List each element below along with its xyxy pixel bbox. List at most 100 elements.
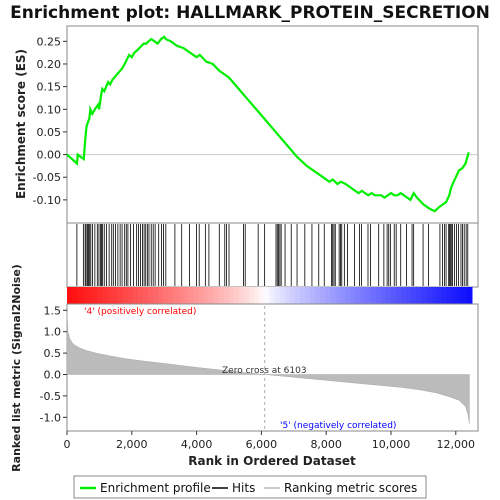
hits-panel: [66, 222, 479, 288]
es-y-axis-label: Enrichment score (ES): [14, 49, 28, 199]
heatmap-cell: [234, 287, 240, 304]
ranking-metric-area: [66, 312, 470, 424]
enrichment-profile-line: [66, 35, 470, 213]
heatmap-cell: [77, 287, 83, 304]
heatmap-cell: [87, 287, 93, 304]
heatmap-cell: [289, 287, 296, 304]
heatmap-cell: [72, 287, 78, 304]
heatmap-cell: [208, 287, 215, 304]
legend-metric-label: Ranking metric scores: [284, 481, 417, 495]
heatmap-cell: [320, 287, 326, 304]
x-tick-label: 6,000: [246, 438, 278, 451]
heatmap-cell: [112, 287, 119, 304]
heatmap-cell: [92, 287, 98, 304]
heatmap-cell: [158, 287, 164, 304]
heatmap-cell: [350, 287, 357, 304]
heatmap-cell: [310, 287, 316, 304]
heatmap-cell: [203, 287, 210, 304]
heatmap-cell: [67, 287, 73, 304]
heatmap-cell: [264, 287, 270, 304]
metric-y-tick-label: 0.5: [44, 347, 62, 360]
heatmap-cell: [340, 287, 346, 304]
heatmap-cell: [315, 287, 321, 304]
heatmap-cell: [284, 287, 291, 304]
heatmap-cell: [416, 287, 422, 304]
heatmap-cell: [183, 287, 189, 304]
heatmap-cell: [335, 287, 341, 304]
heatmap-cell: [431, 287, 438, 304]
x-tick-label: 10,000: [372, 438, 411, 451]
heatmap-cell: [299, 287, 306, 304]
heatmap-cell: [365, 287, 372, 304]
x-tick-label: 2,000: [116, 438, 148, 451]
hits-frame: [66, 222, 479, 288]
hit-marks: [76, 224, 469, 286]
heatmap-cell: [107, 287, 114, 304]
heatmap-cell: [360, 287, 367, 304]
es-y-tick-label: 0.10: [37, 103, 62, 116]
legend: Enrichment profile Hits Ranking metric s…: [73, 475, 427, 499]
heatmap-cell: [391, 287, 397, 304]
negative-correlation-label: '5' (negatively correlated): [280, 421, 396, 431]
heatmap-cell: [254, 287, 260, 304]
heatmap-cell: [259, 287, 265, 304]
es-panel: -0.10 -0.05 0.00 0.05 0.10 0.15 0.20 0.25 Enric…: [14, 25, 479, 224]
heatmap-cell: [218, 287, 225, 304]
chart-title: Enrichment plot: HALLMARK_PROTEIN_SECRET…: [10, 3, 490, 23]
heatmap-cell: [229, 287, 235, 304]
heatmap-cell: [466, 287, 473, 304]
heatmap-cell: [117, 287, 124, 304]
x-tick-label: 12,000: [437, 438, 476, 451]
heatmap-cell: [142, 287, 149, 304]
heatmap-cell: [411, 287, 417, 304]
legend-hits-label: Hits: [232, 481, 255, 495]
heatmap-cell: [401, 287, 407, 304]
heatmap-cell: [97, 287, 103, 304]
heatmap-cell: [294, 287, 301, 304]
heatmap-cell: [456, 287, 463, 304]
heatmap-cell: [370, 287, 377, 304]
zero-cross-label: Zero cross at 6103: [222, 366, 307, 376]
heatmap-cell: [122, 287, 129, 304]
heatmap-cell: [279, 287, 286, 304]
heatmap-cell: [461, 287, 468, 304]
es-y-tick-label: 0.05: [37, 126, 62, 139]
metric-y-tick-label: 0.0: [44, 368, 62, 381]
heatmap-cell: [385, 287, 392, 304]
heatmap-cell: [451, 287, 458, 304]
metric-y-tick-label: 1.0: [44, 326, 62, 339]
heatmap-cell: [223, 287, 230, 304]
heatmap-cell: [213, 287, 220, 304]
heatmap-cell: [345, 287, 351, 304]
heatmap-cell: [436, 287, 443, 304]
metric-y-ticks: -1.0 -0.5 0.0 0.5 1.0 1.5: [40, 304, 67, 424]
heatmap-cell: [168, 287, 174, 304]
heatmap-cell: [188, 287, 195, 304]
heatmap-cell: [325, 287, 331, 304]
x-axis-label: Rank in Ordered Dataset: [188, 454, 356, 468]
heatmap-cell: [375, 287, 382, 304]
heatmap-cell: [426, 287, 432, 304]
heatmap-cell: [193, 287, 200, 304]
heatmap-cell: [137, 287, 144, 304]
rank-heatmap-bar: [67, 287, 473, 304]
es-y-ticks: -0.10 -0.05 0.00 0.05 0.10 0.15 0.20 0.25: [33, 35, 67, 207]
heatmap-cell: [421, 287, 427, 304]
heatmap-cell: [396, 287, 402, 304]
heatmap-cell: [355, 287, 362, 304]
heatmap-cell: [102, 287, 108, 304]
heatmap-cell: [274, 287, 281, 304]
heatmap-cell: [269, 287, 276, 304]
heatmap-cell: [148, 287, 154, 304]
metric-y-axis-label: Ranked list metric (Signal2Noise): [10, 264, 23, 472]
heatmap-cell: [127, 287, 134, 304]
es-plot-frame: [66, 25, 479, 224]
legend-frame: [73, 475, 427, 499]
heatmap-cell: [244, 287, 250, 304]
x-tick-label: 4,000: [181, 438, 213, 451]
heatmap-cell: [249, 287, 255, 304]
heatmap-cell: [380, 287, 387, 304]
heatmap-cell: [178, 287, 184, 304]
legend-enrichment-label: Enrichment profile: [100, 481, 211, 495]
